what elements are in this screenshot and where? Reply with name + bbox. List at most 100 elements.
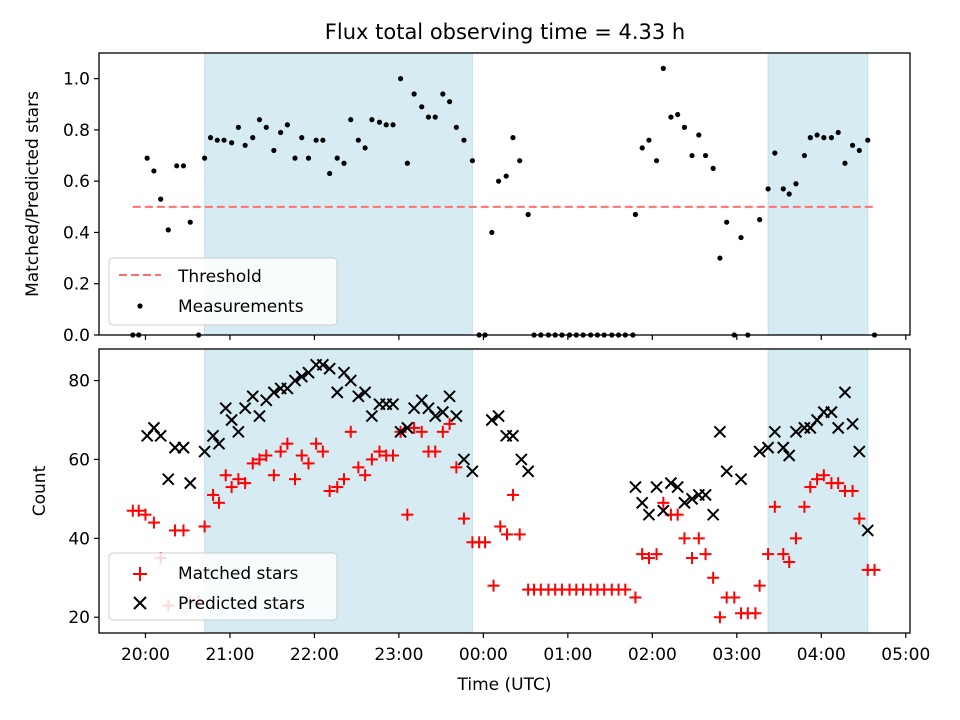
marker-stroke	[761, 441, 775, 454]
measurement-point	[320, 137, 326, 143]
measurement-point	[724, 219, 730, 225]
measurement-point	[165, 227, 171, 233]
measurement-point	[299, 135, 305, 141]
predicted-star-point	[154, 429, 167, 442]
measurement-point	[263, 124, 269, 130]
y-tick-label: 60	[68, 450, 90, 470]
measurement-point	[772, 150, 778, 156]
measurement-point	[235, 124, 241, 130]
predicted-star-point	[838, 386, 852, 399]
marker-stroke	[846, 417, 859, 431]
x-ticks	[144, 335, 907, 340]
matched-star-point	[198, 520, 211, 533]
measurement-point	[341, 160, 347, 166]
matched-star-point	[337, 473, 350, 486]
measurement-point	[675, 111, 681, 118]
measurement-point	[411, 91, 417, 97]
predicted-star-point	[706, 508, 720, 521]
legend-threshold-label: Threshold	[177, 267, 262, 287]
predicted-star-point	[466, 465, 479, 478]
measurement-point	[856, 147, 862, 154]
measurement-point	[425, 114, 432, 120]
marker-stroke	[657, 504, 670, 517]
marker-stroke	[506, 429, 520, 442]
matched-star-point	[487, 579, 500, 592]
marker-stroke	[337, 366, 351, 379]
measurement-point	[313, 137, 319, 143]
marker-stroke	[267, 386, 281, 399]
matched-star-point	[274, 445, 287, 458]
x-tick-label: 01:00	[543, 645, 592, 665]
marker-stroke	[789, 425, 803, 439]
predicted-star-point	[331, 386, 344, 399]
matched-star-point	[789, 532, 802, 545]
matched-star-point	[323, 485, 336, 497]
predicted-star-point	[713, 425, 727, 439]
predicted-star-point	[699, 488, 712, 502]
count-plot: 20 40 60 80 20:00 21:00 22:00 23:00 00:00 01:00 0…	[30, 348, 930, 695]
matched-star-point	[846, 485, 859, 497]
measurement-point	[446, 99, 453, 105]
y-tick-label: 0.8	[63, 121, 90, 141]
legend-measurements-swatch	[137, 303, 143, 309]
matched-star-point	[832, 477, 845, 490]
predicted-star-point	[386, 398, 400, 411]
marker-stroke	[678, 496, 691, 510]
y-ticks: 0.0 0.2 0.4 0.6 0.8 1.0	[63, 70, 99, 346]
marker-stroke	[394, 425, 407, 439]
predicted-star-point	[450, 409, 463, 423]
measurement-point	[489, 229, 495, 236]
measurement-point	[348, 117, 354, 123]
legend: Threshold Measurements	[108, 257, 338, 326]
marker-stroke	[401, 421, 414, 435]
measurement-point	[786, 191, 792, 197]
marker-stroke	[720, 465, 733, 478]
marker-stroke	[706, 508, 720, 521]
y-tick-label: 0.6	[63, 172, 90, 192]
matched-star-point	[868, 563, 881, 576]
marker-stroke	[246, 390, 259, 403]
predicted-star-point	[225, 413, 238, 427]
measurement-point	[284, 122, 290, 128]
predicted-star-point	[685, 492, 699, 506]
measurement-point	[469, 158, 475, 164]
predicted-star-point	[753, 445, 766, 458]
y-axis-label: Count	[30, 465, 50, 516]
measurement-point	[646, 137, 652, 143]
matched-star-point	[642, 552, 655, 565]
marker-stroke	[288, 374, 302, 387]
predicted-star-point	[650, 480, 663, 494]
marker-stroke	[365, 409, 379, 423]
measurement-point	[292, 155, 298, 161]
measurement-point	[278, 129, 284, 136]
x-tick-label: 22:00	[290, 645, 339, 665]
legend: Matched stars Predicted stars	[108, 552, 338, 621]
predicted-star-point	[521, 465, 535, 478]
x-tick-label: 21:00	[205, 645, 254, 665]
predicted-star-point	[253, 409, 266, 423]
matched-star-point	[657, 496, 670, 509]
matched-star-point	[232, 473, 245, 486]
x-tick-label: 02:00	[628, 645, 677, 665]
matched-star-point	[798, 500, 811, 513]
matched-star-point	[650, 548, 663, 561]
matched-star-point	[707, 571, 720, 584]
predicted-star-point	[798, 421, 811, 435]
marker-stroke	[154, 429, 167, 442]
matched-star-point	[352, 461, 365, 474]
measurement-point	[710, 165, 716, 171]
marker-stroke	[457, 453, 471, 466]
predicted-star-point	[365, 409, 379, 423]
measurement-point	[495, 178, 502, 184]
predicted-star-point	[316, 358, 330, 371]
measurement-point	[793, 181, 799, 187]
y-tick-label: 80	[68, 372, 90, 392]
y-tick-label: 0.4	[63, 223, 90, 243]
matched-star-point	[253, 453, 266, 466]
legend-measurements-label: Measurements	[178, 297, 304, 317]
predicted-star-point	[657, 504, 670, 517]
plot-frame	[98, 52, 911, 336]
x-tick-label: 04:00	[797, 645, 846, 665]
legend-matched-swatch	[133, 567, 147, 581]
y-tick-label: 20	[68, 608, 90, 628]
